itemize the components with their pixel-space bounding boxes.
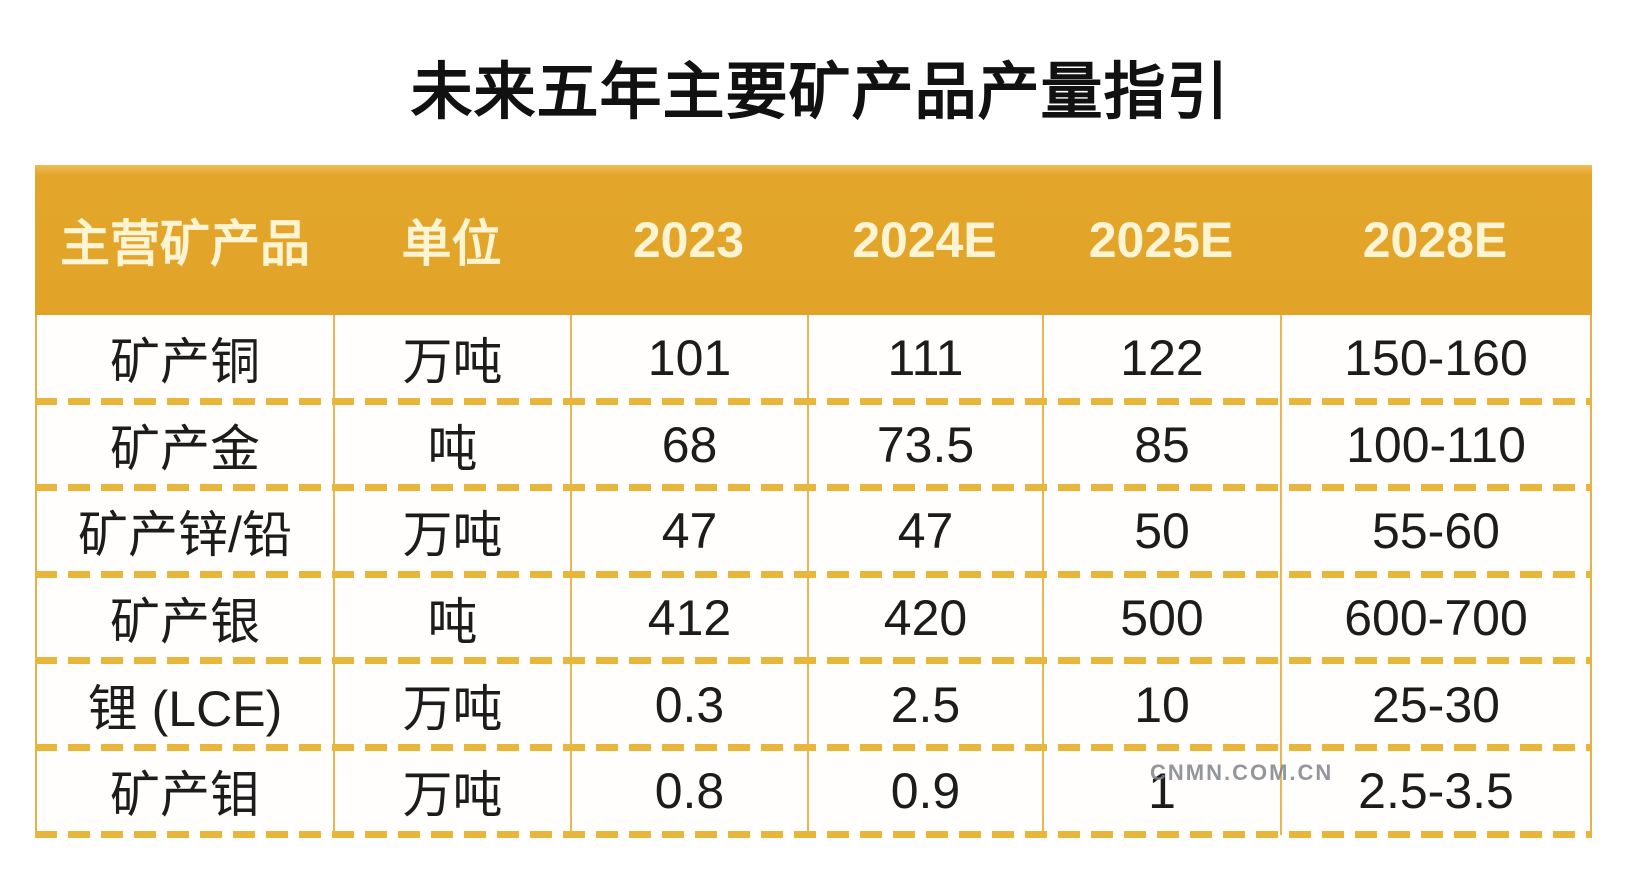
table-cell: 122 (1042, 315, 1280, 402)
table-cell: 500 (1042, 574, 1280, 662)
table-cell: 锂 (LCE) (87, 680, 283, 737)
header-cell-2024e: 2024E (852, 212, 997, 268)
table-cell: 万吨 (333, 488, 570, 575)
table-cell: 矿产锌/铅 (78, 507, 292, 564)
table-cell: 1 (1042, 747, 1280, 835)
table-cell: 10 (1042, 661, 1280, 748)
table-cell: 101 (570, 315, 807, 402)
table-cell: 吨 (333, 401, 570, 489)
table-row: 矿产金 吨 68 73.5 85 100-110 (35, 401, 1592, 491)
table-cell: 矿产铜 (110, 334, 260, 391)
header-cell-product: 主营矿产品 (60, 216, 310, 272)
header-cell-2023: 2023 (632, 212, 745, 268)
page-title: 未来五年主要矿产品产量指引 (410, 58, 1230, 127)
header-cell-unit: 单位 (401, 216, 502, 272)
table-cell: 47 (807, 488, 1042, 575)
table-cell: 100-110 (1280, 401, 1590, 489)
table-cell: 矿产钼 (110, 767, 260, 824)
header-cell-2028e: 2028E (1362, 212, 1508, 268)
table-cell: 420 (807, 574, 1042, 662)
table-cell: 0.8 (570, 747, 807, 835)
table-cell: 万吨 (333, 315, 570, 402)
table-cell: 150-160 (1280, 315, 1590, 402)
table-cell: 85 (1042, 401, 1280, 489)
table-cell: 万吨 (333, 661, 570, 748)
table-cell: 68 (570, 401, 807, 489)
table-row: 矿产铜 万吨 101 111 122 150-160 (35, 315, 1592, 405)
table-row: 矿产锌/铅 万吨 47 47 50 55-60 (35, 488, 1592, 578)
table-cell: 600-700 (1280, 574, 1590, 662)
table-cell: 矿产银 (110, 594, 260, 651)
table-cell: 0.9 (807, 747, 1042, 835)
table-cell: 2.5-3.5 (1280, 747, 1590, 835)
table-cell: 2.5 (807, 661, 1042, 748)
table-row: 矿产钼 万吨 0.8 0.9 1 2.5-3.5 (35, 747, 1592, 838)
table-cell: 50 (1042, 488, 1280, 575)
table-cell: 万吨 (333, 747, 570, 835)
table-cell: 矿产金 (110, 420, 260, 477)
table-cell: 47 (570, 488, 807, 575)
table-body: 矿产铜 万吨 101 111 122 150-160 矿产金 吨 68 73.5… (35, 315, 1592, 838)
table-cell: 412 (570, 574, 807, 662)
table-cell: 0.3 (570, 661, 807, 748)
production-guidance-table: 主营矿产品 单位 2023 2024E 2025E 2028E 矿产铜 万吨 1… (35, 165, 1592, 838)
table-cell: 111 (807, 315, 1042, 402)
table-cell: 55-60 (1280, 488, 1590, 575)
table-header-row: 主营矿产品 单位 2023 2024E 2025E 2028E (35, 165, 1592, 315)
table-row: 矿产银 吨 412 420 500 600-700 (35, 574, 1592, 664)
watermark: CNMN.COM.CN (1150, 760, 1334, 785)
table-cell: 25-30 (1280, 661, 1590, 748)
table-row: 锂 (LCE) 万吨 0.3 2.5 10 25-30 (35, 661, 1592, 751)
table-cell: 73.5 (807, 401, 1042, 489)
table-cell: 吨 (333, 574, 570, 662)
header-cell-2025e: 2025E (1088, 212, 1234, 268)
